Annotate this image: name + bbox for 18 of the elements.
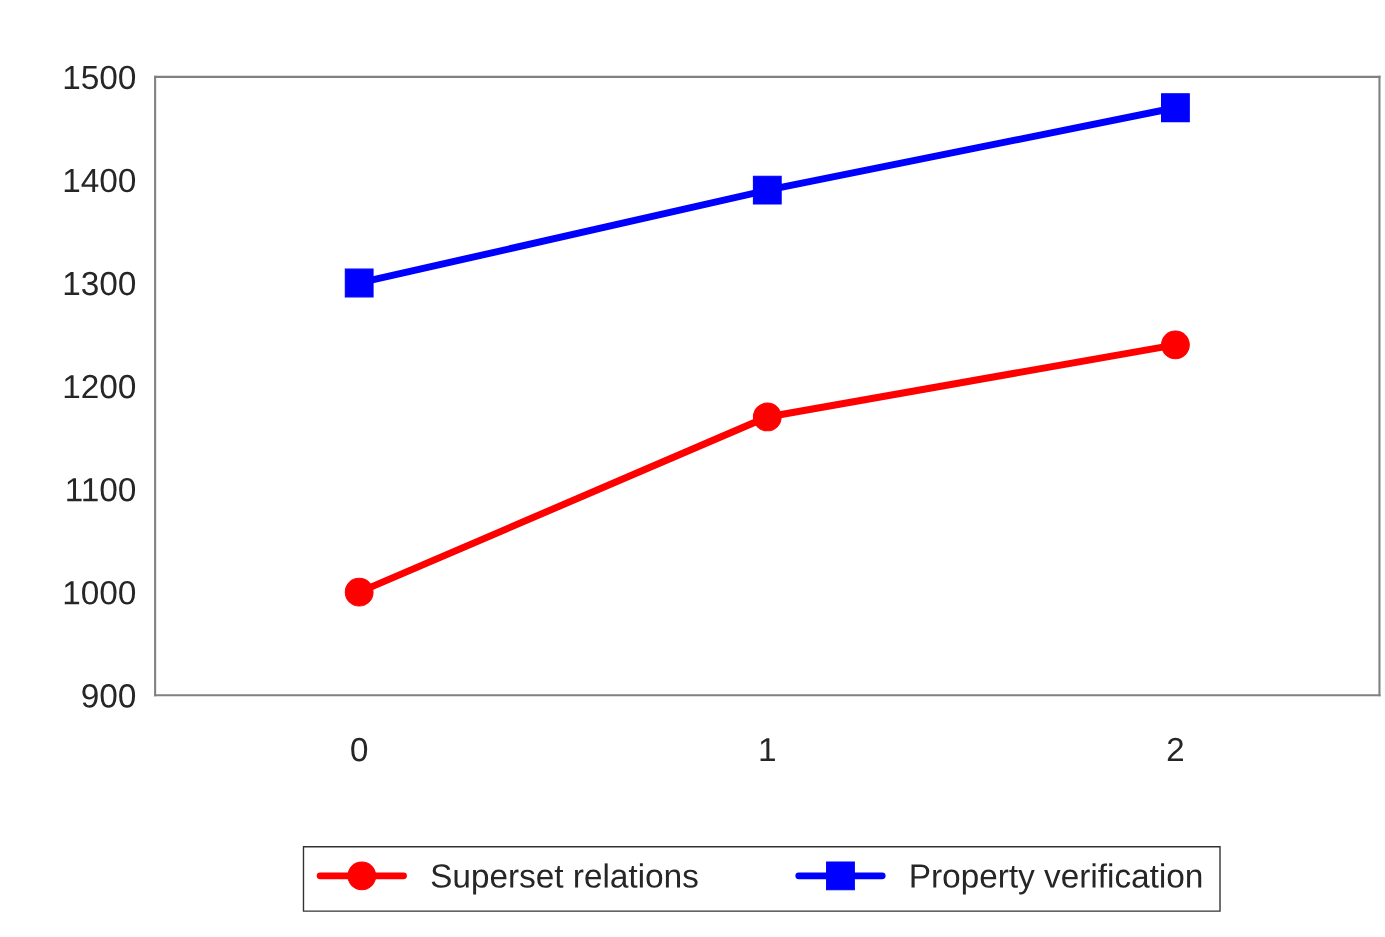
x-tick-label: 0 (351, 737, 368, 762)
y-tick-label: 1100 (67, 477, 136, 502)
point (1160, 93, 1190, 123)
y-tick-label: 900 (82, 684, 136, 708)
legend-label: Property verification (911, 863, 1202, 895)
x-tick-label: 1 (760, 738, 775, 762)
point (1160, 330, 1190, 360)
x-tick-label: 2 (1167, 737, 1183, 762)
legend-label: Superset relations (431, 863, 698, 895)
point (344, 268, 374, 298)
point (752, 175, 782, 205)
y-tick-label: 1400 (64, 168, 136, 193)
y-tick-label: 1500 (64, 65, 136, 90)
y-tick-label: 1200 (64, 374, 136, 399)
point (752, 402, 782, 432)
y-tick-label: 1300 (64, 271, 136, 296)
point (344, 577, 374, 607)
y-tick-label: 1000 (64, 580, 136, 605)
